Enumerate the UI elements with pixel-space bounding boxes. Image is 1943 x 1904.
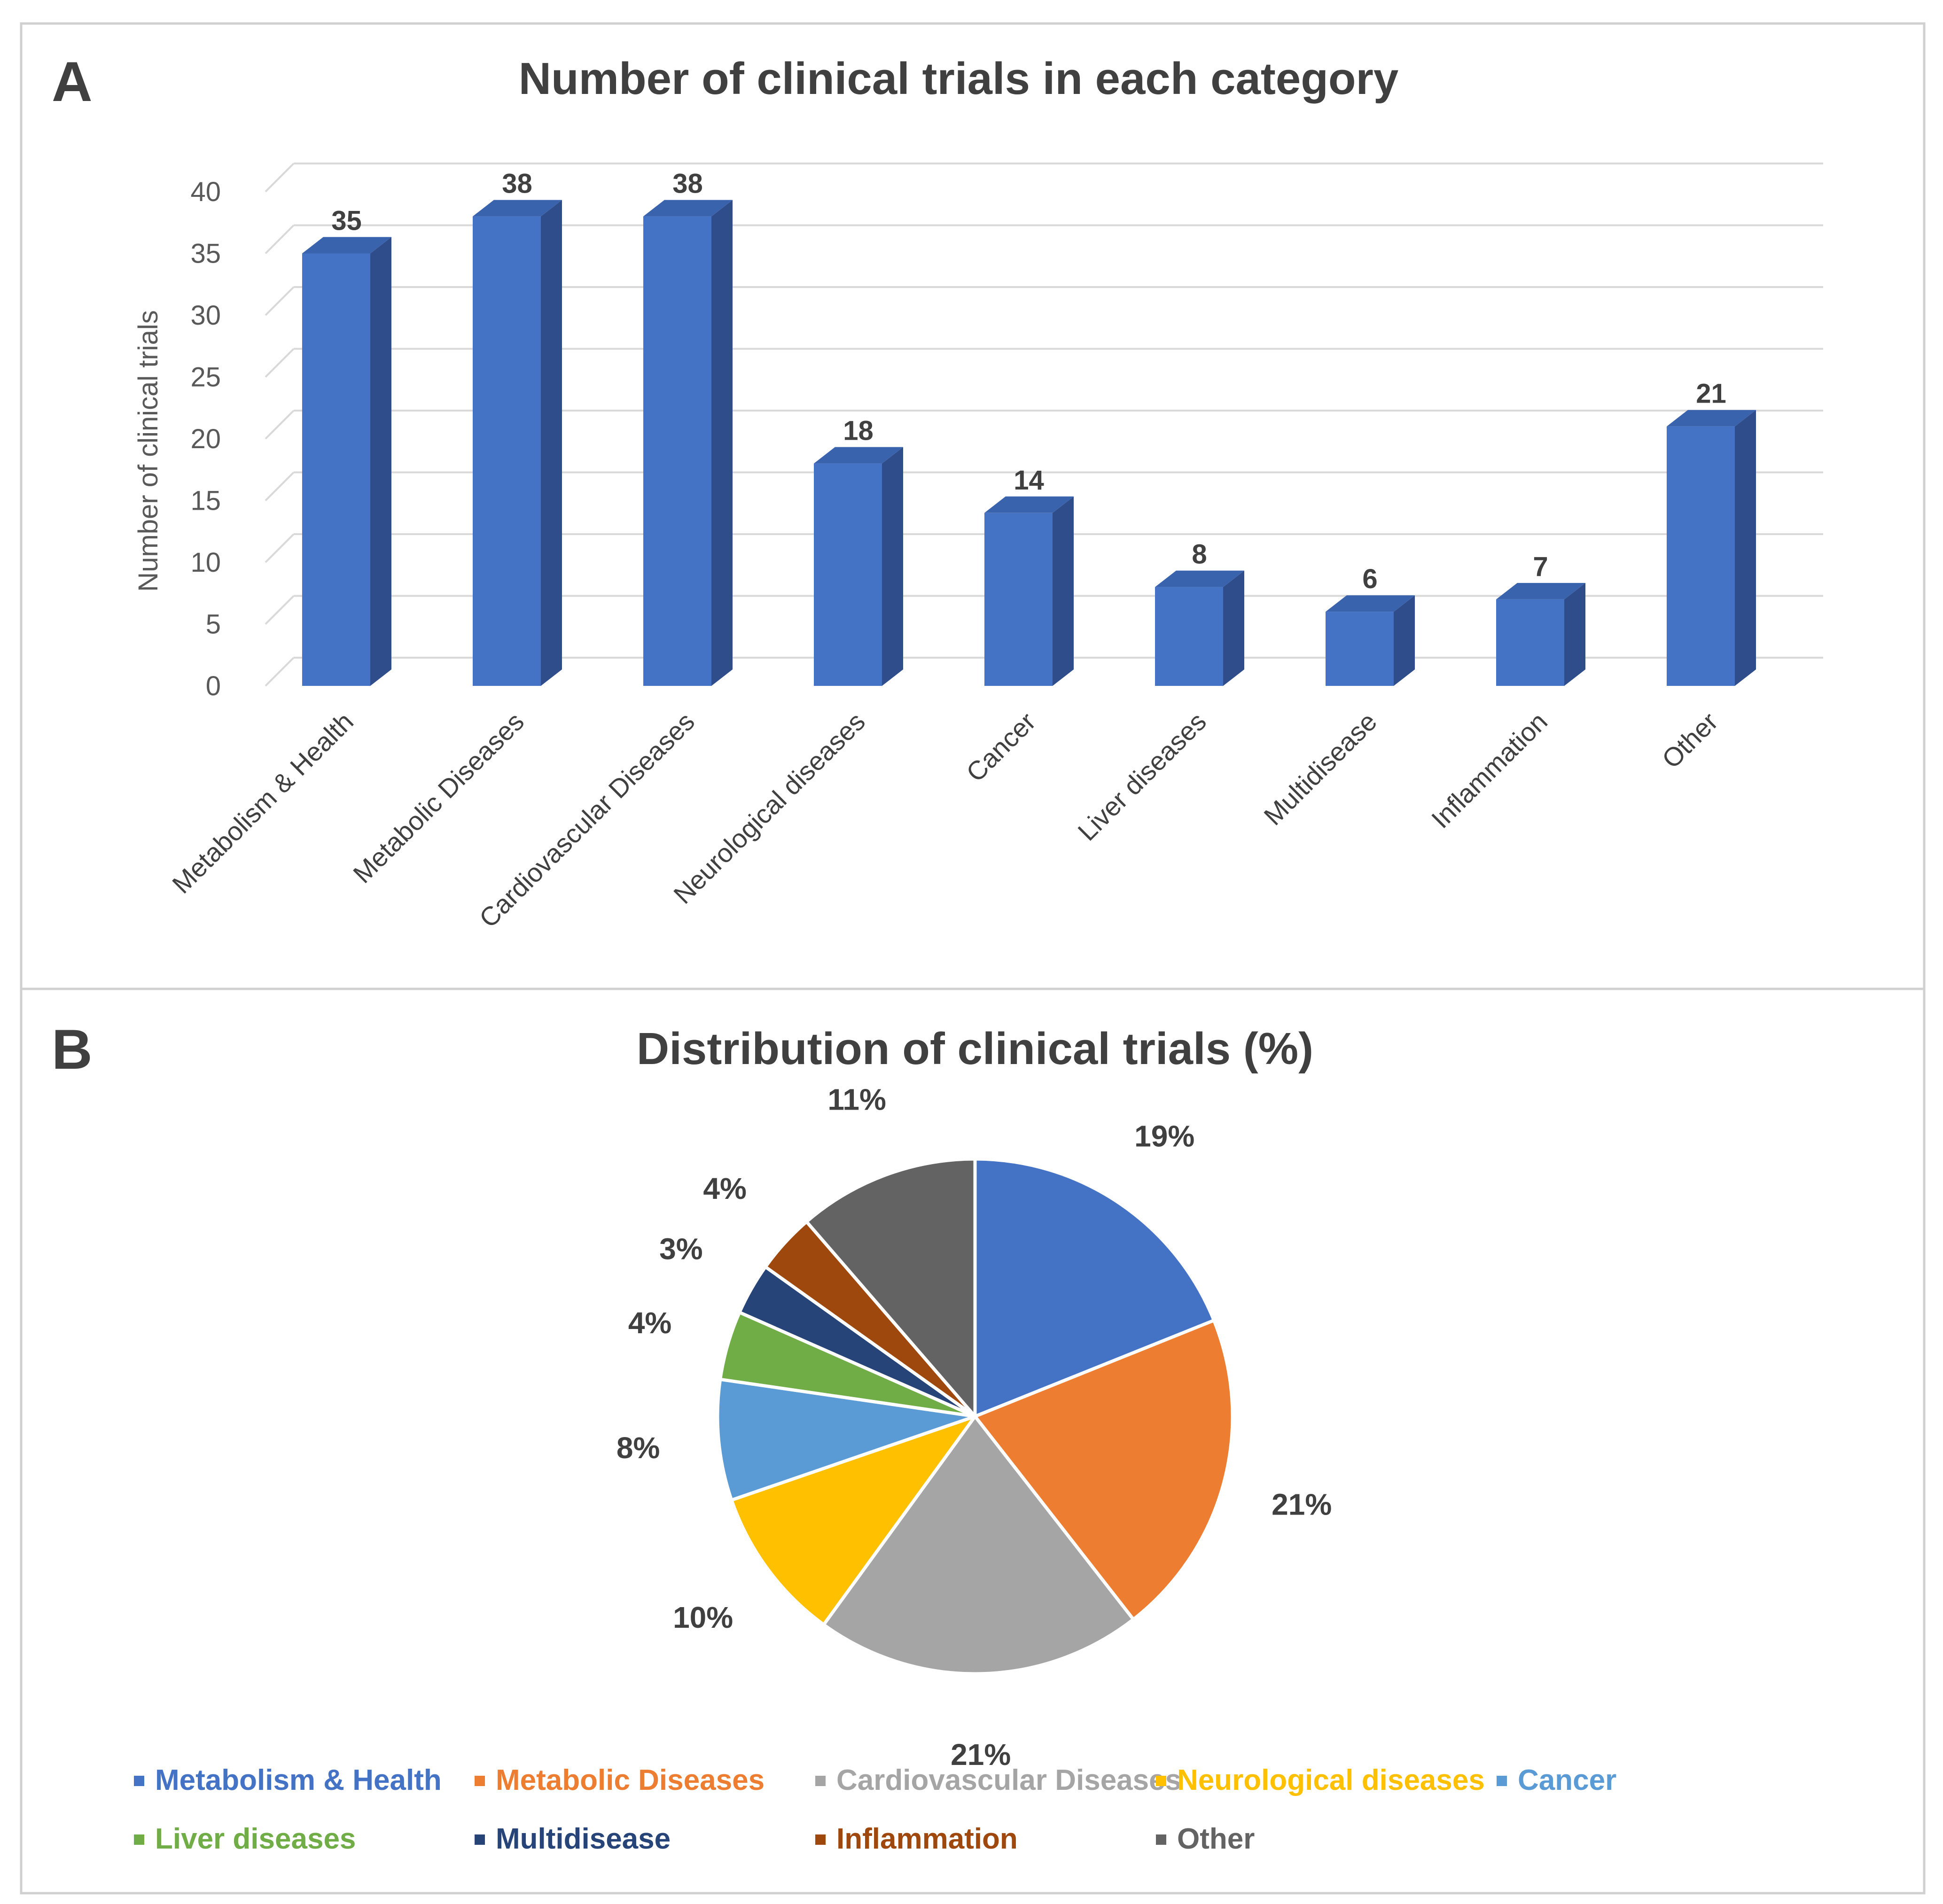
y-tick-label: 25: [190, 362, 221, 393]
pie-slice: [821, 1414, 1136, 1676]
y-tick-label: 5: [206, 609, 221, 640]
bar-side: [1394, 595, 1415, 686]
pie-slice: [716, 1377, 976, 1502]
y-tick-label: 35: [190, 239, 221, 269]
gridline-diagonal: [265, 225, 295, 254]
bar: [302, 253, 370, 686]
bar-value-label: 21: [1696, 379, 1726, 409]
legend-swatch: [1497, 1776, 1507, 1786]
pie-slice: [973, 1157, 1217, 1419]
bar-side: [541, 200, 562, 686]
bar: [1326, 612, 1394, 686]
bar-top: [1155, 570, 1244, 587]
legend-swatch: [134, 1834, 144, 1845]
bar-value-label: 7: [1533, 552, 1548, 582]
pie-percent-label: 4%: [628, 1306, 672, 1340]
pie-slice: [729, 1413, 980, 1627]
legend-swatch: [815, 1776, 826, 1786]
bar: [1155, 587, 1223, 686]
bar-side: [711, 200, 733, 686]
y-tick-label: 0: [206, 671, 221, 701]
gridline-diagonal: [265, 533, 295, 563]
gridline-diagonal: [265, 163, 295, 193]
bar-top: [1496, 583, 1585, 599]
bar-side: [370, 237, 391, 686]
legend-label: Other: [1177, 1823, 1255, 1855]
legend-swatch: [1156, 1776, 1166, 1786]
pie-chart-title: Distribution of clinical trials (%): [637, 1024, 1313, 1074]
y-tick-label: 30: [190, 300, 221, 331]
bar: [814, 463, 882, 686]
panel-a-label: A: [52, 50, 93, 113]
bar-top: [984, 496, 1074, 513]
gridline-diagonal: [265, 472, 295, 501]
bar-value-label: 35: [331, 206, 362, 236]
legend-swatch: [475, 1776, 485, 1786]
bar-top: [1326, 595, 1415, 612]
pie-chart-legend: Metabolism & Health Metabolic Diseases Car…: [134, 1764, 1616, 1855]
bar-value-label: 6: [1362, 564, 1377, 594]
legend-label: Neurological diseases: [1177, 1764, 1485, 1796]
legend-swatch: [475, 1834, 485, 1845]
legend-swatch: [1156, 1834, 1166, 1845]
legend-label: Multidisease: [496, 1823, 671, 1855]
bar-top: [473, 200, 562, 217]
legend-swatch: [134, 1776, 144, 1786]
bar: [1667, 426, 1735, 686]
y-tick-label: 15: [190, 486, 221, 516]
legend-label: Cardiovascular Diseases: [836, 1764, 1181, 1796]
pie-chart-slices: [716, 1157, 1234, 1676]
bar-chart-title: Number of clinical trials in each catego…: [519, 54, 1399, 104]
pie-percent-label: 3%: [659, 1232, 703, 1266]
bar-top: [814, 447, 903, 464]
y-tick-label: 20: [190, 424, 221, 454]
pie-slice: [804, 1157, 977, 1421]
pie-percent-label: 4%: [703, 1172, 747, 1205]
pie-percent-label: 21%: [1272, 1487, 1332, 1521]
bar-top: [302, 237, 391, 254]
pie-percent-label: 11%: [827, 1082, 886, 1116]
bar-value-label: 8: [1192, 539, 1207, 570]
pie-percent-label: 10%: [673, 1601, 733, 1634]
gridline-diagonal: [265, 657, 295, 687]
bar-value-label: 14: [1014, 465, 1044, 496]
bar-value-label: 38: [672, 169, 703, 199]
pie-slice: [972, 1318, 1234, 1622]
bar: [1496, 599, 1564, 686]
legend-label: Metabolism & Health: [155, 1764, 442, 1796]
bar: [984, 513, 1053, 686]
bar-chart-bars: 35 38 38 18 14 8 6 7 21: [302, 169, 1756, 686]
gridline-diagonal: [265, 348, 295, 378]
pie-percent-label: 19%: [1134, 1119, 1194, 1153]
bar-side: [1223, 570, 1244, 686]
gridline-diagonal: [265, 410, 295, 440]
bar-value-label: 38: [502, 169, 532, 199]
bar: [473, 216, 541, 686]
y-tick-label: 40: [190, 177, 221, 207]
bar-top: [1667, 410, 1756, 427]
legend-swatch: [815, 1834, 826, 1845]
pie-percent-label: 8%: [616, 1431, 660, 1465]
gridline-diagonal: [265, 286, 295, 316]
bar: [643, 216, 711, 686]
legend-label: Liver diseases: [155, 1823, 356, 1855]
pie-chart-labels: 19%21%21%10%8%4%3%4%11%: [616, 1082, 1332, 1772]
pie-percent-label: 21%: [951, 1738, 1011, 1772]
bar-side: [1564, 583, 1585, 686]
y-tick-label: 10: [190, 547, 221, 578]
legend-label: Inflammation: [836, 1823, 1018, 1855]
bar-chart-y-axis-label: Number of clinical trials: [133, 310, 164, 592]
panel-b-label: B: [52, 1018, 93, 1081]
bar-value-label: 18: [843, 416, 874, 446]
bar-side: [1735, 410, 1756, 686]
bar-chart-y-ticks: 0 5 10 15 20 25 30 35 40: [190, 177, 221, 701]
bar-side: [1053, 496, 1074, 686]
bar-side: [882, 447, 903, 686]
legend-label: Cancer: [1518, 1764, 1616, 1796]
bar-top: [643, 200, 733, 217]
legend-label: Metabolic Diseases: [496, 1764, 765, 1796]
gridline-diagonal: [265, 595, 295, 625]
